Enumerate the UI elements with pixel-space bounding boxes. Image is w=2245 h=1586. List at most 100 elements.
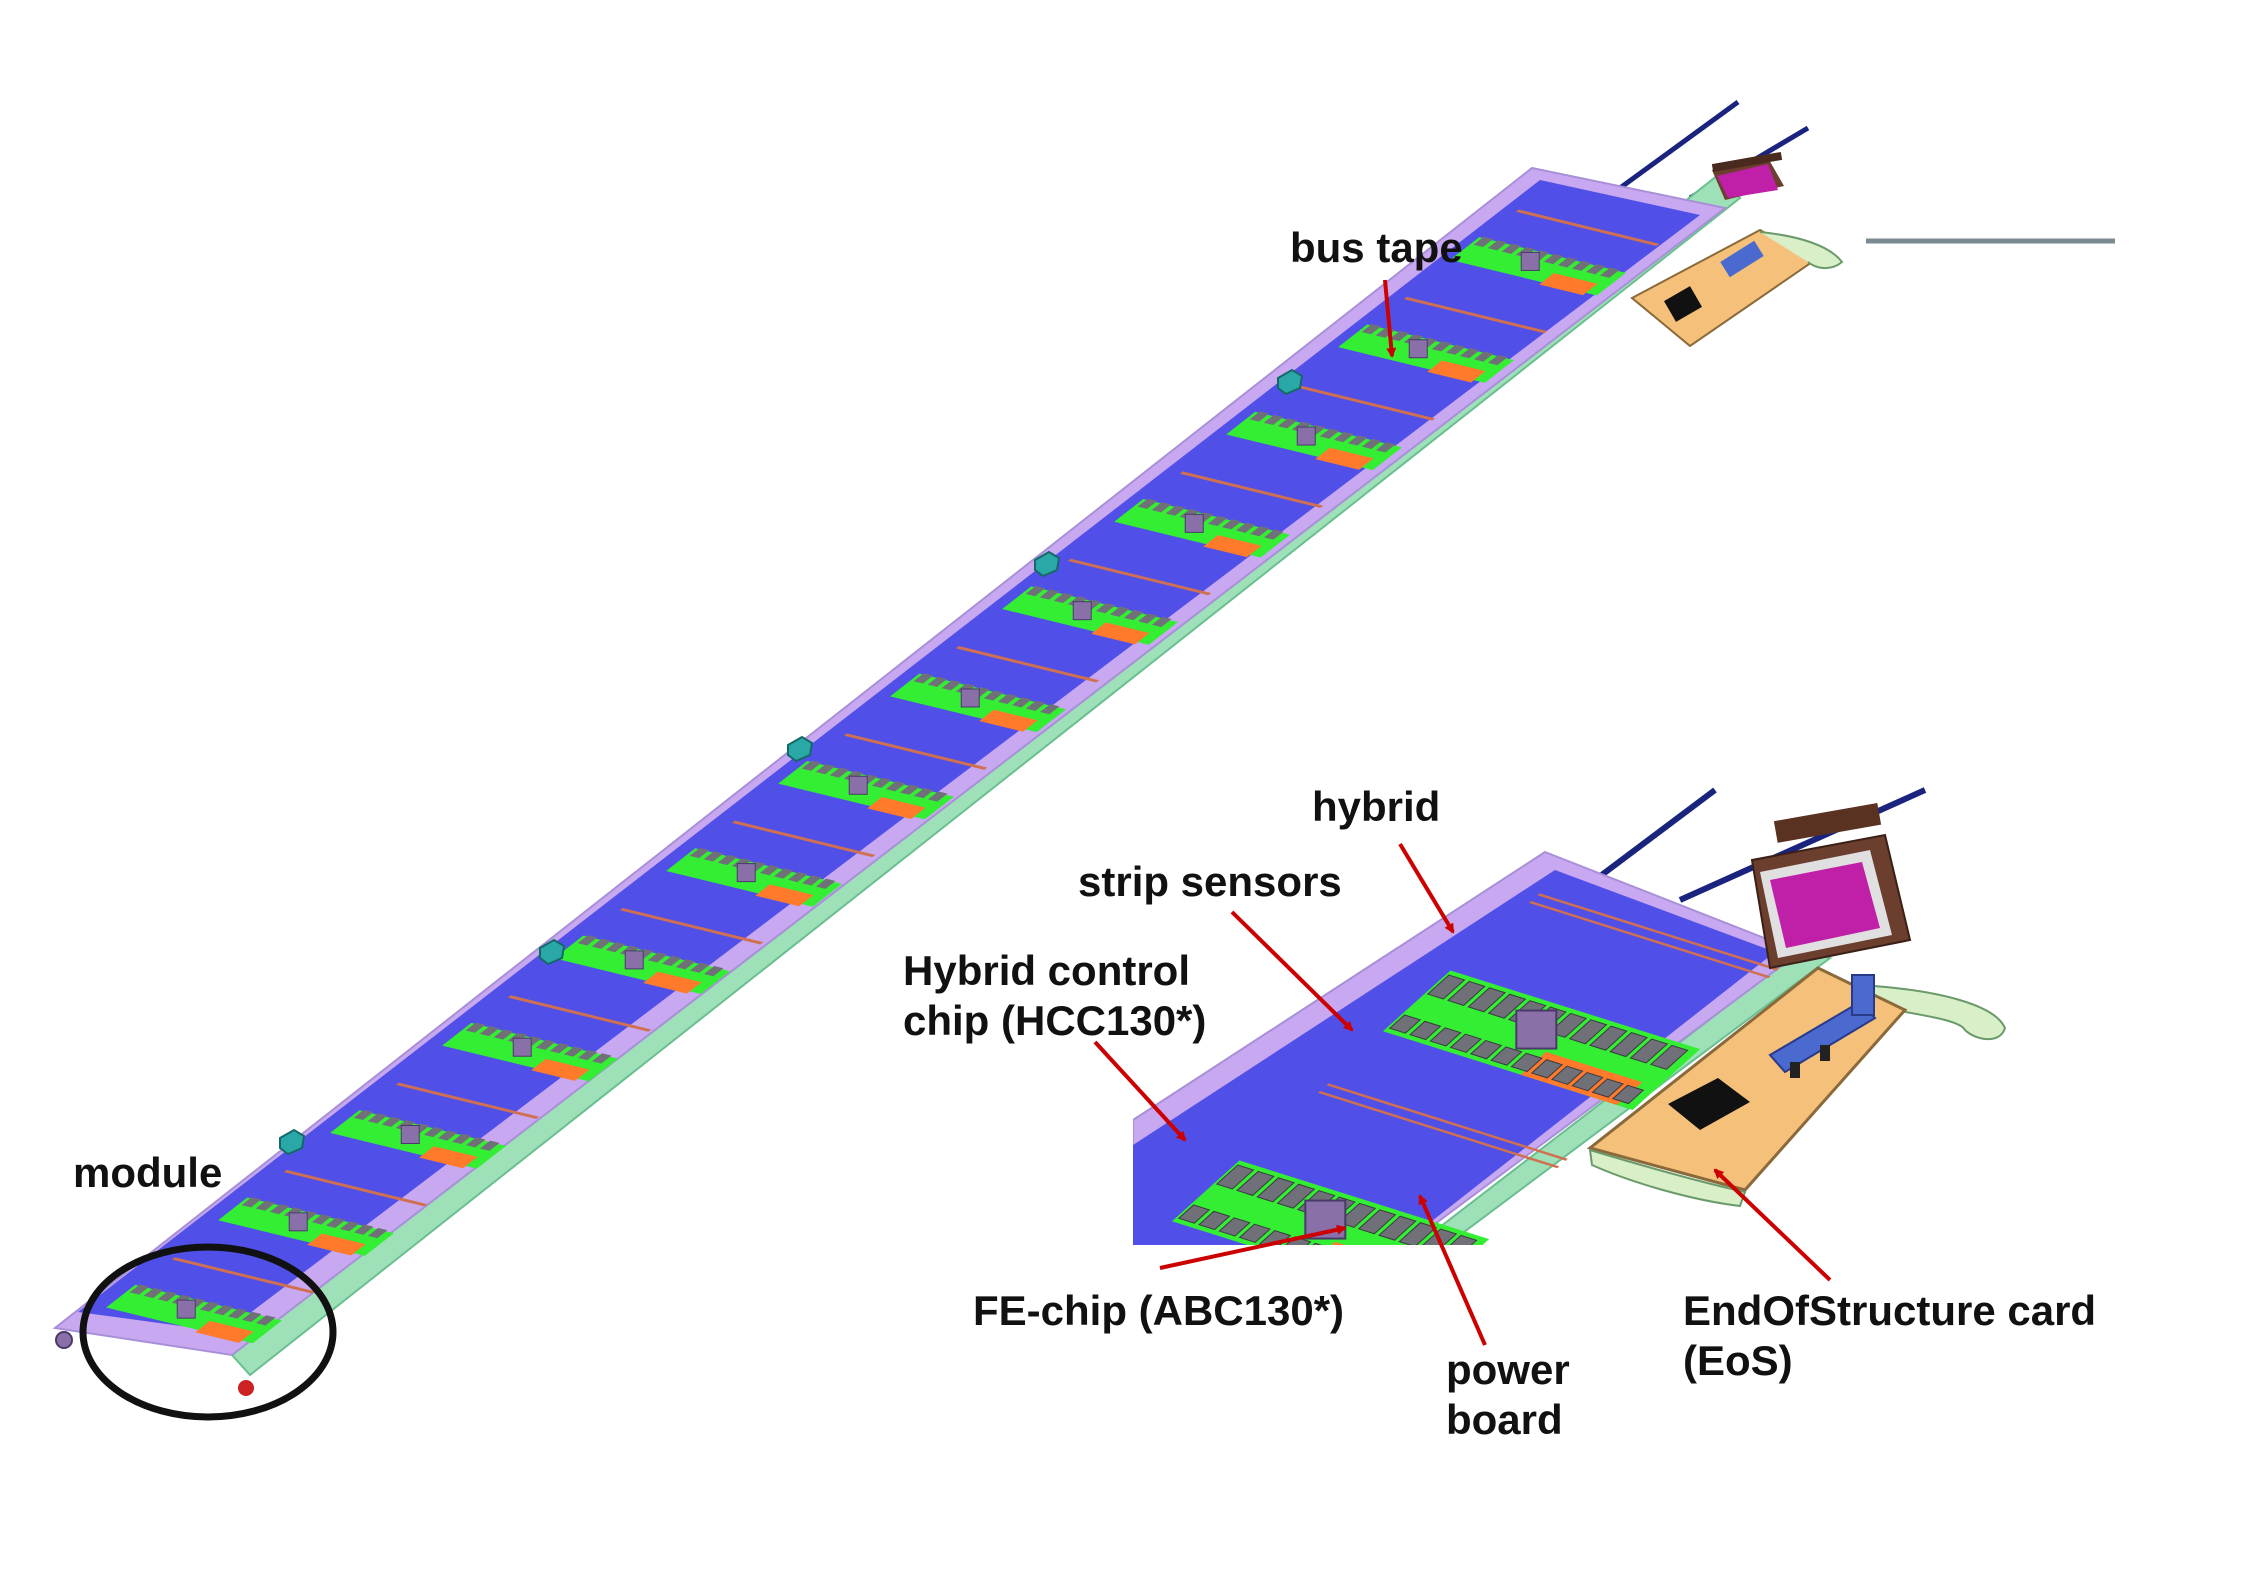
arrow-hcc <box>1093 1040 1187 1142</box>
eos-flex-small <box>1759 231 1844 269</box>
fe-chip <box>1151 502 1172 513</box>
label-fe-chip: FE-chip (ABC130*) <box>973 1287 1345 1334</box>
fe-chip <box>928 791 948 802</box>
module <box>1114 471 1324 558</box>
fe-chip <box>381 1116 402 1127</box>
fe-chip <box>1276 1183 1316 1209</box>
fe-chip <box>1501 243 1522 254</box>
module-circle <box>79 1243 337 1421</box>
label-module: module <box>73 1149 223 1196</box>
power-board <box>1539 273 1598 296</box>
power-board <box>1203 535 1262 558</box>
fe-chip <box>801 760 822 771</box>
power-board <box>1091 622 1150 645</box>
power-board <box>867 797 926 820</box>
fe-chip <box>1382 1269 1412 1287</box>
hcc-chip <box>288 1212 308 1232</box>
label-hcc-line1: Hybrid control <box>903 947 1191 994</box>
eos-connector-block <box>1768 974 1877 1078</box>
sensor-line <box>1529 900 1771 979</box>
fe-chip <box>913 673 934 684</box>
fe-chip <box>1548 1012 1588 1038</box>
fe-chip <box>1025 700 1046 711</box>
fe-chip <box>689 962 710 973</box>
fe-chip <box>1589 1025 1628 1051</box>
power-board <box>531 1058 590 1081</box>
fe-chip <box>1177 1204 1211 1224</box>
hcc-chip <box>848 775 868 795</box>
inset-sensors <box>1133 870 1775 1245</box>
cable-1 <box>1618 99 1740 191</box>
arrow-hybrid <box>1398 842 1455 934</box>
fe-chip <box>1488 354 1508 366</box>
fe-chip <box>227 1308 248 1319</box>
fe-chip <box>1557 257 1578 268</box>
fe-chip <box>1609 1032 1648 1058</box>
sensor-line <box>283 1169 428 1207</box>
fe-chip <box>941 680 962 691</box>
hcc-chip <box>624 950 644 970</box>
fe-chip <box>339 1221 360 1232</box>
fe-chip <box>1445 344 1466 355</box>
end-piece-left <box>55 1331 73 1349</box>
fe-chip <box>1221 519 1242 530</box>
fe-chip <box>1249 526 1270 537</box>
fe-chip <box>1357 1209 1397 1235</box>
fe-chip <box>801 875 822 886</box>
stand-icon <box>787 735 814 763</box>
sensor-line <box>955 646 1100 683</box>
fe-chip <box>717 854 738 865</box>
module <box>1002 558 1212 645</box>
sensor-line <box>1179 471 1324 508</box>
sensor-line <box>619 907 764 945</box>
fe-chip <box>367 1113 388 1124</box>
arrow-power-board <box>1418 1194 1487 1346</box>
fe-chip <box>1249 411 1270 422</box>
fe-chip <box>480 1140 500 1151</box>
fe-chip <box>605 942 626 953</box>
fe-chip <box>816 878 836 889</box>
fe-chip <box>1095 603 1116 614</box>
fe-chip <box>759 865 780 876</box>
fe-chip <box>1487 993 1527 1019</box>
fe-chip <box>1409 1020 1442 1041</box>
fe-chip <box>1473 236 1494 247</box>
fe-chip <box>1429 1027 1462 1047</box>
sensor-line <box>731 820 876 858</box>
fe-chip <box>1467 987 1507 1013</box>
sensor-line <box>1537 893 1779 971</box>
arrow-strip-sensors <box>1230 910 1354 1032</box>
fe-chip <box>1299 1242 1332 1245</box>
fe-chip <box>423 1126 444 1138</box>
fe-chip <box>1510 1052 1543 1073</box>
hcc-chip <box>736 863 756 883</box>
fe-chip <box>577 935 598 946</box>
fe-chip <box>1591 1078 1624 1098</box>
fe-chip <box>535 1039 556 1050</box>
hcc-chip <box>1072 601 1092 621</box>
label-eos-line2: (EoS) <box>1683 1337 1793 1384</box>
stand-icon <box>279 1128 306 1156</box>
zoom-inset <box>1133 787 2007 1287</box>
eos-chip <box>1668 1078 1750 1130</box>
fe-chip <box>1137 498 1158 509</box>
fe-chip <box>1551 1065 1584 1085</box>
power-board <box>195 1320 254 1343</box>
stand-icon <box>1034 550 1061 578</box>
fe-chip <box>1123 609 1144 621</box>
fe-chip <box>1347 435 1368 446</box>
fe-chip <box>1571 1071 1604 1092</box>
arrow-eos <box>1713 1168 1832 1282</box>
fe-chip <box>1469 1039 1503 1060</box>
fe-chip <box>1218 1217 1251 1237</box>
module <box>1226 384 1436 471</box>
inset-cable-2 <box>1678 787 1927 903</box>
fe-chip <box>1398 1222 1437 1245</box>
fe-chip <box>689 847 710 859</box>
power-board <box>307 1233 366 1256</box>
fe-chip <box>1568 1019 1608 1045</box>
fe-chip <box>1337 1202 1377 1228</box>
fe-chip <box>1543 253 1564 265</box>
fe-chip <box>675 959 696 970</box>
fe-chip <box>1585 264 1606 275</box>
